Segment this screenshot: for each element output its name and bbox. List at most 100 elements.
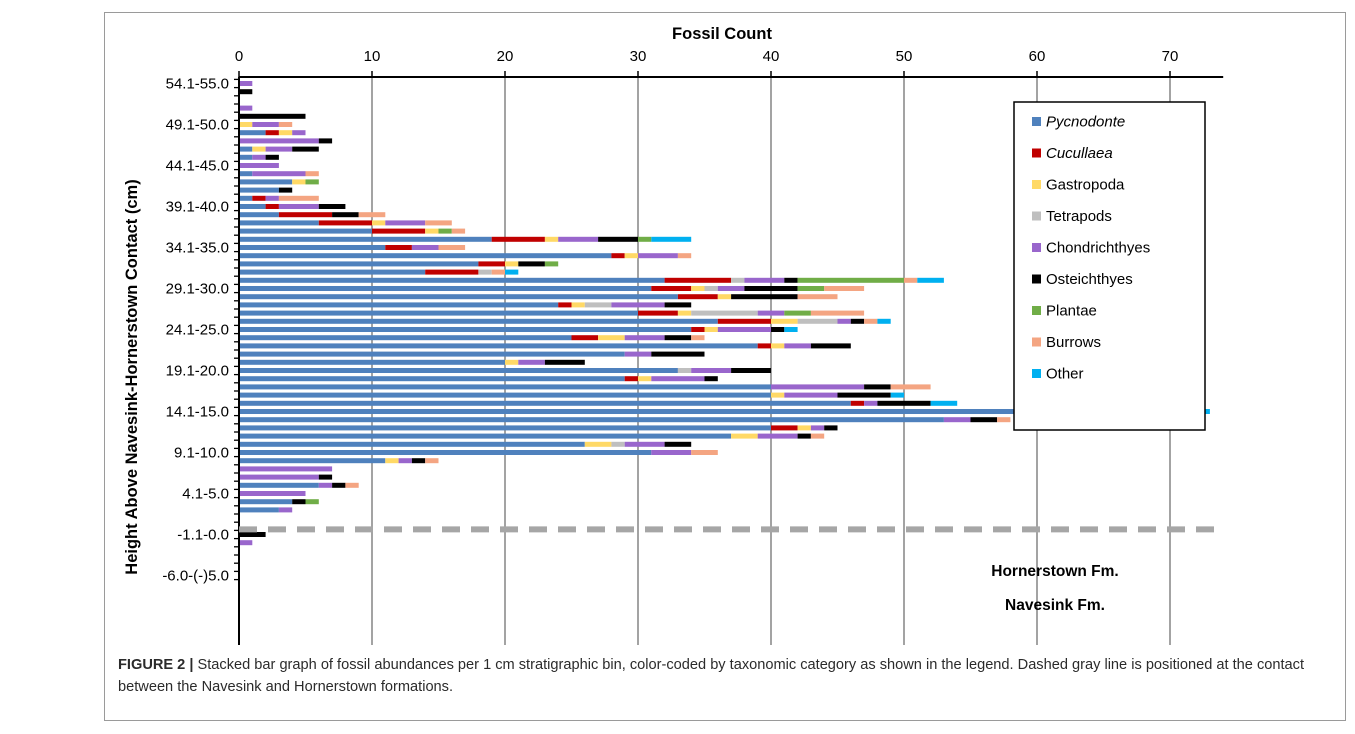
bar-segment: [691, 327, 705, 332]
bar-segment: [717, 327, 771, 332]
y-tick-label: 49.1-50.0: [166, 117, 229, 134]
caption-label: FIGURE 2 |: [118, 657, 194, 673]
bar-layer: [239, 81, 1210, 546]
legend-label: Plantae: [1046, 303, 1097, 320]
bar-segment: [318, 204, 346, 209]
bar-segment: [864, 400, 878, 406]
bar-segment: [704, 327, 718, 332]
bar-segment: [278, 130, 293, 136]
bar-segment: [239, 318, 718, 324]
bar-segment: [239, 130, 266, 136]
bar-segment: [611, 253, 625, 259]
y-tick-label: 39.1-40.0: [166, 199, 229, 216]
x-tick-label: 40: [763, 48, 780, 65]
bar-segment: [691, 368, 732, 373]
bar-segment: [664, 277, 732, 283]
bar-segment: [491, 269, 505, 275]
bar-segment: [664, 335, 692, 341]
bar-segment: [239, 392, 771, 398]
x-tick-label: 30: [630, 48, 647, 65]
bar-segment: [239, 400, 851, 406]
bar-segment: [505, 261, 519, 267]
legend-swatch: [1032, 211, 1041, 221]
chart-title: Fossil Count: [672, 25, 772, 43]
bar-segment: [239, 433, 732, 439]
bar-segment: [837, 392, 891, 398]
legend-swatch: [1032, 117, 1041, 126]
bar-segment: [810, 433, 825, 439]
bar-segment: [797, 318, 838, 324]
bar-segment: [239, 89, 253, 95]
bar-segment: [771, 392, 785, 398]
y-tick-label: 34.1-35.0: [166, 240, 229, 257]
bar-segment: [332, 212, 359, 218]
bar-segment: [771, 384, 865, 390]
bar-segment: [239, 409, 1131, 414]
bar-segment: [478, 261, 505, 267]
bar-segment: [664, 302, 692, 308]
bar-segment: [904, 277, 918, 283]
bar-segment: [425, 458, 439, 464]
bar-segment: [318, 220, 372, 226]
bar-segment: [677, 368, 692, 373]
bar-segment: [278, 212, 333, 218]
bar-segment: [385, 245, 412, 250]
navesink-label: Navesink Fm.: [1005, 597, 1105, 614]
bar-segment: [438, 228, 452, 234]
y-tick-label: 24.1-25.0: [166, 322, 229, 339]
legend-box: [1013, 101, 1206, 431]
bar-segment: [771, 327, 785, 332]
bar-segment: [571, 302, 585, 308]
bar-segment: [252, 195, 266, 201]
figure-frame: [104, 12, 1346, 721]
bar-segment: [624, 253, 638, 259]
bar-segment: [784, 343, 811, 349]
legend-swatch: [1032, 243, 1041, 252]
x-tick-label: 50: [896, 48, 913, 65]
bar-segment: [691, 310, 758, 316]
bar-segment: [292, 146, 319, 152]
bar-segment: [651, 286, 692, 291]
bar-segment: [784, 310, 811, 316]
bar-segment: [265, 130, 279, 136]
y-tick-label: 29.1-30.0: [166, 281, 229, 298]
bar-segment: [691, 335, 705, 341]
legend-swatch: [1032, 148, 1041, 158]
y-tick-label: -1.1-0.0: [177, 527, 229, 544]
bar-segment: [292, 179, 306, 185]
bar-segment: [651, 450, 692, 455]
bar-segment: [797, 277, 904, 283]
bar-segment: [385, 220, 426, 226]
bar-segment: [784, 392, 838, 398]
bar-segment: [425, 220, 452, 226]
bar-segment: [771, 343, 785, 349]
bar-segment: [239, 359, 505, 365]
bar-segment: [797, 433, 811, 439]
bar-segment: [864, 318, 878, 324]
bar-segment: [544, 359, 585, 365]
bar-segment: [252, 146, 266, 152]
bar-segment: [425, 228, 439, 234]
bar-segment: [757, 343, 771, 349]
bar-segment: [239, 540, 253, 546]
bar-segment: [997, 417, 1011, 423]
bar-segment: [810, 343, 851, 349]
bar-segment: [345, 482, 359, 488]
x-tick-label: 10: [364, 48, 381, 65]
bar-segment: [318, 474, 333, 480]
bar-segment: [917, 277, 944, 283]
bar-segment: [930, 400, 958, 406]
bar-segment: [239, 253, 612, 259]
bar-segment: [638, 376, 652, 382]
bar-segment: [731, 368, 771, 373]
bar-segment: [265, 204, 279, 209]
bar-segment: [265, 154, 279, 160]
bar-segment: [239, 482, 319, 488]
bar-segment: [239, 458, 386, 464]
bar-segment: [731, 294, 798, 300]
y-axis-label: Height Above Navesink-Hornerstown Contac…: [123, 179, 141, 574]
bar-segment: [278, 187, 293, 193]
y-tick-label: 19.1-20.0: [166, 363, 229, 380]
bar-segment: [239, 368, 678, 373]
bar-segment: [239, 236, 492, 242]
